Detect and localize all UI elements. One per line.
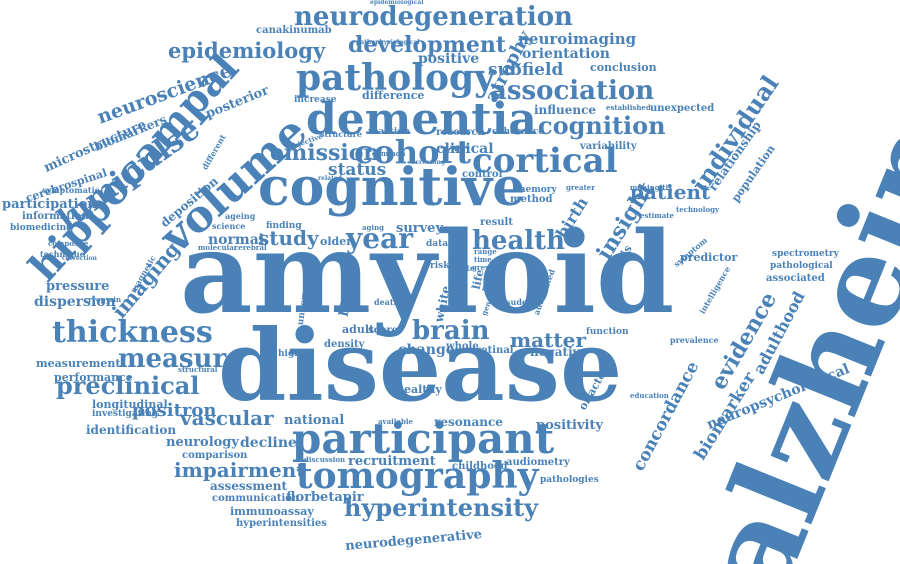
word-prevalence: prevalence [670, 336, 719, 344]
word-technology: technology [676, 206, 719, 213]
word-older: older [320, 236, 352, 247]
word-imaging: imaging [109, 238, 183, 321]
word-spectrometry: spectrometry [772, 250, 839, 259]
word-cryopyrin: cryopyrin [84, 296, 121, 303]
word-range: range [474, 248, 497, 255]
word-neurodegeneration: neurodegeneration [294, 4, 573, 30]
word-science: science [212, 222, 245, 230]
word-meningitis: meningitis [630, 184, 672, 191]
word-structure: structure [320, 130, 362, 138]
word-common: common [372, 150, 406, 157]
word-retinal: retinal [476, 346, 514, 356]
word-pathological: pathological [770, 262, 833, 271]
word-higher: higher [278, 350, 311, 359]
word-study: study [258, 228, 319, 248]
word-information: information [22, 212, 89, 222]
word-reaction: reaction [368, 128, 410, 137]
word-variability: variability [580, 142, 637, 152]
word-neuroimaging: neuroimaging [518, 32, 636, 47]
word-investigating: investigating [92, 410, 158, 419]
word-available: available [378, 418, 413, 425]
word-decline: decline [240, 436, 297, 450]
word-increase: increase [294, 96, 337, 105]
word-education: education [630, 392, 669, 399]
word-measurement: measurement [36, 358, 120, 369]
word-intelligence: intelligence [698, 265, 732, 315]
word-greater: greater [566, 184, 595, 191]
word-national: national [284, 414, 344, 427]
word-adult: adult [342, 324, 374, 335]
word-data: data [426, 240, 448, 249]
word-hyperintensity: hyperintensity [344, 496, 538, 520]
word-composite: composite [48, 240, 88, 247]
word-discussion: discussion [304, 456, 345, 463]
word-pressure: pressure [46, 280, 109, 293]
word-pathophysiological: pathophysiological [356, 40, 420, 46]
word-related: related [318, 176, 342, 182]
word-established: established [606, 104, 651, 111]
word-assessment: assessment [210, 480, 287, 492]
word-whole: whole [446, 342, 479, 352]
word-performance: performance [54, 372, 133, 383]
word-finding: finding [266, 222, 302, 231]
word-difference: difference [362, 90, 424, 101]
word-cognition: cognition [538, 114, 666, 138]
word-density: density [324, 340, 364, 350]
word-function: function [586, 328, 629, 337]
word-communication: communication [212, 494, 299, 504]
word-neurology: neurology [166, 436, 239, 449]
word-recruitment: recruitment [348, 455, 436, 468]
word-risk: risk [430, 262, 449, 271]
word-influence: influence [534, 104, 596, 116]
word-ageing: ageing [225, 212, 255, 220]
word-resonance: resonance [434, 416, 503, 428]
word-comparison: comparison [182, 451, 247, 461]
word-sudep: sudep [506, 298, 533, 306]
word-symptomatic: symptomatic [42, 186, 100, 194]
word-hyperintensities: hyperintensities [236, 519, 327, 529]
word-healthy: healthy [396, 384, 442, 395]
word-impairment: impairment [174, 460, 306, 480]
word-death: death [374, 298, 399, 306]
word-positivity: positivity [536, 419, 603, 432]
word-association: association [490, 78, 654, 104]
word-individual: individual [688, 72, 783, 197]
word-epidemiological: epidemiological [370, 0, 424, 6]
word-molecular: molecular [198, 244, 237, 251]
word-biomedicine: biomedicine [10, 224, 72, 233]
word-unexpected: unexpected [650, 104, 714, 114]
word-estimate: estimate [640, 212, 674, 219]
word-positive: positive [418, 52, 479, 66]
word-identification: identification [86, 424, 176, 436]
word-method: method [510, 195, 553, 205]
word-result: result [480, 218, 513, 228]
word-audiometry: audiometry [506, 458, 570, 468]
word-coherence: coherence [492, 128, 544, 137]
word-screening: screening [412, 160, 445, 166]
word-conclusion: conclusion [590, 62, 657, 73]
word-aging: aging [362, 224, 384, 231]
word-immunoassay: immunoassay [230, 506, 314, 517]
word-survey: survey [396, 222, 443, 235]
word-correction: correction [62, 256, 97, 262]
word-pathologies: pathologies [540, 476, 599, 485]
word-memory: memory [516, 186, 557, 195]
word-research: research [436, 128, 485, 138]
word-associated: associated [766, 274, 825, 284]
word-clinical: clinical [436, 142, 494, 156]
word-cerebral: cerebral [234, 244, 267, 251]
word-orientation: orientation [522, 47, 610, 61]
word-epidemiology: epidemiology [168, 40, 325, 61]
word-structural: structural [178, 366, 217, 373]
word-neurodegenerative: neurodegenerative [345, 528, 483, 553]
word-childhood: childhood [452, 462, 508, 472]
word-subfield: subfield [488, 62, 563, 79]
word-negative: negative [530, 346, 587, 358]
word-participation: participation [2, 198, 97, 211]
word-concordance: concordance [631, 359, 703, 474]
word-canakinumab: canakinumab [256, 26, 332, 36]
word-control: control [462, 170, 502, 180]
